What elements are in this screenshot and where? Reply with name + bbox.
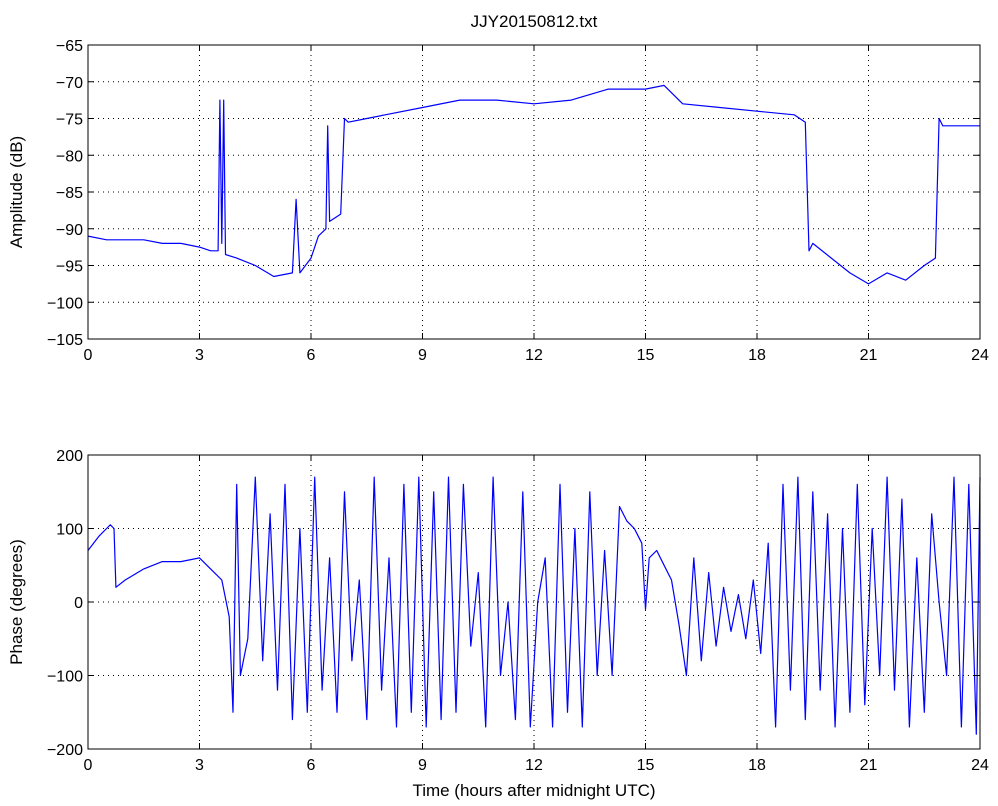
amplitude-x-tick-label: 12 <box>525 347 543 364</box>
phase-ticks: 0 3 6 9 12 15 18 21 24 −200 −100 0 100 200 <box>47 448 989 774</box>
phase-x-tick-label: 18 <box>748 757 766 774</box>
amplitude-x-tick-label: 6 <box>307 347 316 364</box>
amplitude-x-tick-label: 15 <box>637 347 655 364</box>
phase-grid <box>88 455 980 749</box>
phase-x-axis-label: Time (hours after midnight UTC) <box>412 781 655 800</box>
phase-series <box>87 476 981 735</box>
amplitude-y-tick-label: −90 <box>56 222 83 239</box>
amplitude-y-tick-label: −85 <box>56 185 83 202</box>
phase-x-tick-label: 21 <box>860 757 878 774</box>
phase-y-tick-label: 100 <box>56 522 83 539</box>
amplitude-ticks: 0 3 6 9 12 15 18 21 24 −105 −100 −95 −90 −85 −80 −75 −70… <box>47 38 989 364</box>
amplitude-x-tick-label: 24 <box>971 347 989 364</box>
phase-x-tick-label: 15 <box>637 757 655 774</box>
amplitude-x-tick-label: 3 <box>195 347 204 364</box>
phase-y-tick-label: −100 <box>47 669 83 686</box>
phase-x-tick-label: 12 <box>525 757 543 774</box>
figure-title: JJY20150812.txt <box>471 12 598 31</box>
phase-x-tick-label: 24 <box>971 757 989 774</box>
phase-y-tick-label: 0 <box>74 595 83 612</box>
amplitude-x-tick-label: 0 <box>84 347 93 364</box>
phase-y-tick-label: −200 <box>47 742 83 759</box>
phase-y-tick-label: 200 <box>56 448 83 465</box>
amplitude-series-line <box>87 84 980 285</box>
phase-x-tick-label: 0 <box>84 757 93 774</box>
phase-y-axis-label: Phase (degrees) <box>7 539 26 665</box>
amplitude-y-axis-label: Amplitude (dB) <box>7 136 26 248</box>
amplitude-y-tick-label: −80 <box>56 148 83 165</box>
phase-x-tick-label: 9 <box>418 757 427 774</box>
phase-panel: 0 3 6 9 12 15 18 21 24 −200 −100 0 100 200 Phase (deg… <box>7 448 989 800</box>
amplitude-x-tick-label: 18 <box>748 347 766 364</box>
amplitude-x-tick-label: 21 <box>860 347 878 364</box>
amplitude-y-tick-label: −100 <box>47 295 83 312</box>
amplitude-y-tick-label: −105 <box>47 332 83 349</box>
amplitude-y-tick-label: −75 <box>56 112 83 129</box>
amplitude-y-tick-label: −95 <box>56 259 83 276</box>
amplitude-x-tick-label: 9 <box>418 347 427 364</box>
phase-x-tick-label: 6 <box>307 757 316 774</box>
amplitude-y-tick-label: −70 <box>56 75 83 92</box>
phase-series-line <box>87 476 981 735</box>
amplitude-y-tick-label: −65 <box>56 38 83 55</box>
amplitude-panel: 0 3 6 9 12 15 18 21 24 −105 −100 −95 −90 −85 −80 −75 −70… <box>7 38 989 364</box>
phase-x-tick-label: 3 <box>195 757 204 774</box>
amplitude-series <box>87 84 980 285</box>
amplitude-grid <box>88 45 980 339</box>
